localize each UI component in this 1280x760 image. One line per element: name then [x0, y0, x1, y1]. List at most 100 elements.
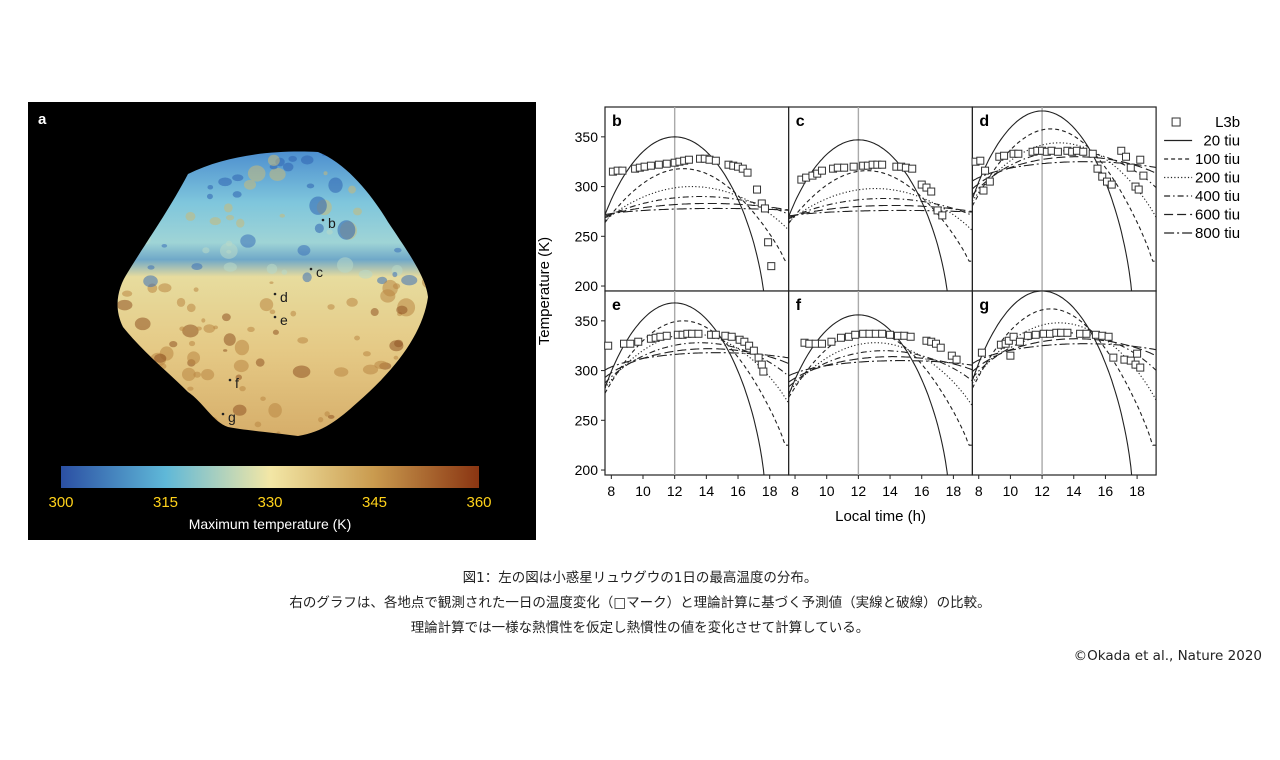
colorbar-ticks: 300 315 330 345 360	[48, 494, 491, 511]
x-tick-label: 10	[819, 483, 835, 499]
caption-line-1: 図1：左の図は小惑星リュウグウの1日の最高温度の分布。	[462, 570, 818, 586]
observation-marker	[977, 348, 986, 357]
y-tick-label: 300	[575, 363, 599, 379]
colorbar	[61, 466, 479, 488]
panel-a-label: a	[38, 111, 47, 128]
model-curve	[972, 161, 1157, 182]
observation-marker	[817, 166, 826, 175]
site-marker-d	[273, 292, 277, 296]
colorbar-tick-label: 360	[466, 494, 491, 511]
x-tick-label: 14	[882, 483, 898, 499]
observation-marker	[662, 331, 671, 340]
observation-marker	[634, 337, 643, 346]
observation-marker	[976, 156, 985, 165]
x-tick-label: 16	[730, 483, 746, 499]
observation-marker	[1031, 330, 1040, 339]
observation-marker	[654, 160, 663, 169]
credit-line: ©Okada et al., Nature 2020	[1073, 648, 1262, 664]
observation-marker	[662, 159, 671, 168]
caption-line-3: 理論計算では一様な熱慣性を仮定し熱慣性の値を変化させて計算している。	[410, 620, 870, 636]
model-curve	[605, 195, 789, 219]
x-tick-label: 8	[607, 483, 615, 499]
observation-marker	[836, 333, 845, 342]
model-curve	[605, 168, 789, 262]
model-curve	[788, 139, 948, 291]
observation-marker	[745, 341, 754, 350]
observation-marker	[1093, 164, 1102, 173]
observation-marker	[1117, 146, 1126, 155]
x-tick-label: 14	[699, 483, 715, 499]
observation-marker	[1082, 329, 1091, 338]
observation-marker	[1009, 332, 1018, 341]
model-curve	[788, 360, 973, 377]
observation-marker	[1122, 152, 1131, 161]
legend-entry: 200 tiu	[1195, 170, 1240, 187]
observation-marker	[927, 187, 936, 196]
model-curve	[972, 308, 1157, 446]
legend-entry: 800 tiu	[1195, 225, 1240, 242]
legend-entry: 20 tiu	[1203, 133, 1240, 150]
x-tick-label: 12	[851, 483, 867, 499]
observation-marker	[1053, 147, 1062, 156]
legend-entry: 600 tiu	[1195, 207, 1240, 224]
observation-marker	[646, 161, 655, 170]
observation-marker	[851, 330, 860, 339]
observation-marker	[840, 163, 849, 172]
observation-marker	[1023, 331, 1032, 340]
model-curve	[972, 156, 1157, 190]
observation-marker	[1015, 337, 1024, 346]
observation-marker	[936, 343, 945, 352]
observation-marker	[878, 329, 887, 338]
model-curve	[605, 352, 789, 371]
observation-marker	[878, 160, 887, 169]
x-axis-label: Local time (h)	[835, 508, 926, 525]
observation-marker	[1014, 149, 1023, 158]
y-tick-label: 200	[575, 462, 599, 478]
y-tick-label: 350	[575, 313, 599, 329]
x-tick-label: 18	[946, 483, 962, 499]
subplot-label: f	[796, 297, 802, 314]
model-curve	[972, 338, 1157, 373]
model-curve	[788, 197, 973, 220]
site-marker-c	[309, 267, 313, 271]
observation-marker	[1136, 363, 1145, 372]
observation-marker	[1006, 351, 1015, 360]
model-curve	[605, 207, 789, 216]
site-label-e: e	[280, 312, 288, 328]
observation-marker	[626, 339, 635, 348]
observation-marker	[981, 166, 990, 175]
observation-marker	[767, 262, 776, 271]
y-tick-label: 250	[575, 228, 599, 244]
subplot-b: b 200 250 300 350	[575, 106, 790, 294]
site-labels: b c de f g	[221, 215, 336, 425]
observation-marker	[1000, 151, 1009, 160]
colorbar-tick-label: 300	[48, 494, 73, 511]
y-tick-label: 350	[575, 129, 599, 145]
observation-marker	[1063, 328, 1072, 337]
legend-entry: 100 tiu	[1195, 151, 1240, 168]
model-curve	[972, 291, 1133, 475]
observation-marker	[1126, 163, 1135, 172]
observation-marker	[849, 162, 858, 171]
observation-marker	[743, 168, 752, 177]
x-tick-label: 10	[1003, 483, 1019, 499]
observation-marker	[979, 186, 988, 195]
caption-line-2: 右のグラフは、各地点で観測された一日の温度変化（□マーク）と理論計算に基づく予測…	[289, 595, 991, 611]
site-label-g: g	[228, 409, 236, 425]
observation-marker	[908, 164, 917, 173]
asteroid-figure: a b c de f g 300 315 330 345 360 Maximum tempera…	[38, 111, 492, 532]
observation-marker	[1136, 155, 1145, 164]
observation-marker	[952, 355, 961, 364]
x-tick-label: 12	[1034, 483, 1050, 499]
legend-entry: L3b	[1215, 114, 1240, 131]
observation-marker	[827, 337, 836, 346]
subplot-label: g	[979, 297, 989, 314]
legend-entry: 400 tiu	[1195, 188, 1240, 205]
colorbar-tick-label: 330	[257, 494, 282, 511]
model-curve	[972, 110, 1133, 291]
x-tick-label: 12	[667, 483, 683, 499]
observation-marker	[1098, 172, 1107, 181]
observation-marker	[754, 353, 763, 362]
